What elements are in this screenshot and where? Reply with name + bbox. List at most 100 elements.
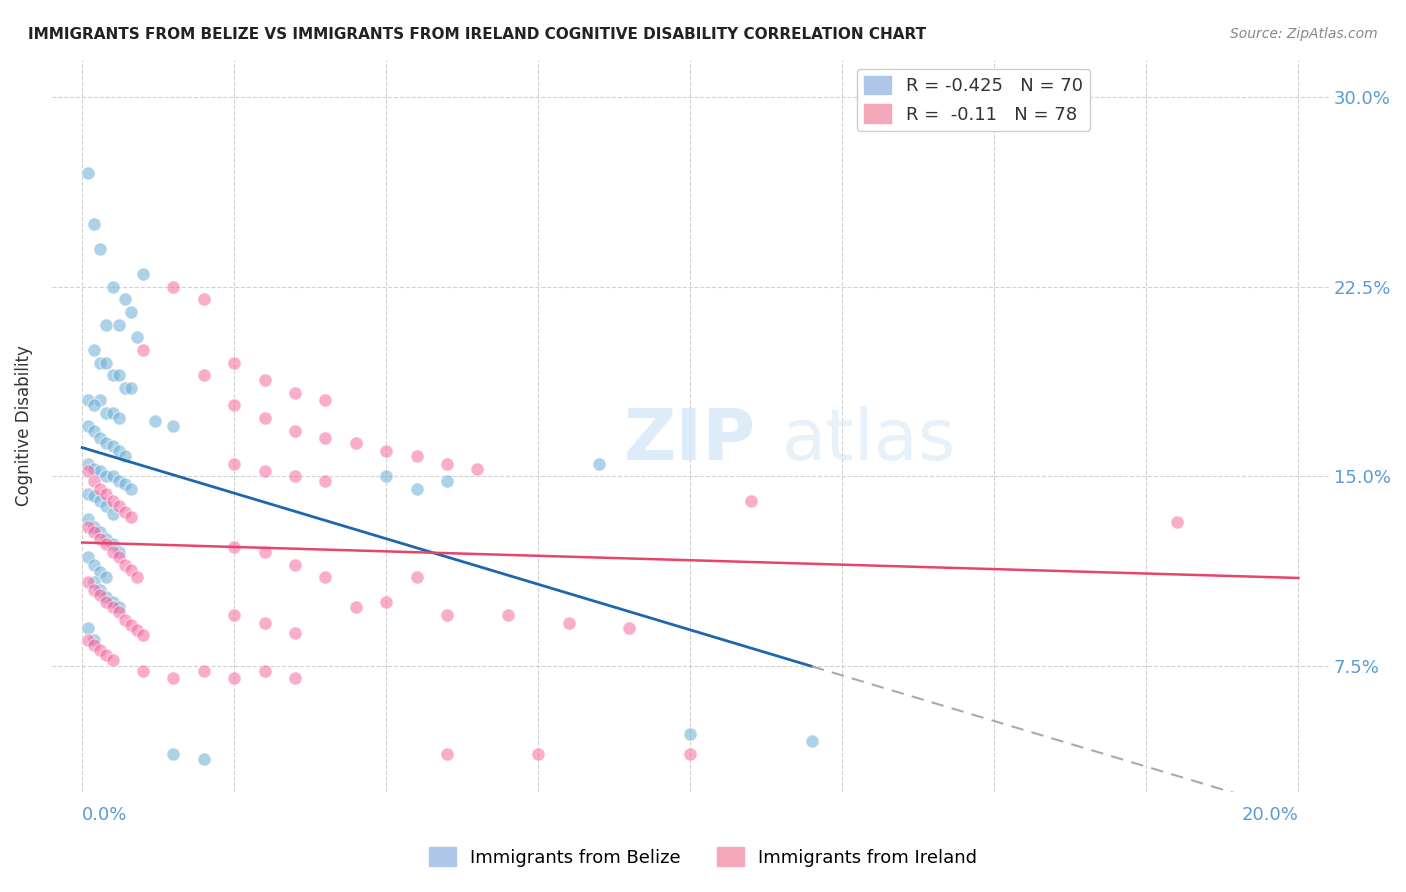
Point <box>83 343 105 357</box>
Point <box>253 664 276 678</box>
Point <box>253 464 276 478</box>
Point <box>120 305 142 319</box>
Point <box>314 474 336 488</box>
Point <box>96 436 118 450</box>
Point <box>83 558 105 572</box>
Point <box>101 595 124 609</box>
Point <box>89 588 111 602</box>
Point <box>679 727 702 741</box>
Point <box>89 643 111 657</box>
Point <box>101 439 124 453</box>
Point <box>89 494 111 508</box>
Point <box>77 512 100 526</box>
Point <box>143 414 166 428</box>
Point <box>101 469 124 483</box>
Point <box>96 537 118 551</box>
Point <box>224 457 246 471</box>
Point <box>96 487 118 501</box>
Point <box>77 166 100 180</box>
Point <box>224 540 246 554</box>
Point <box>77 575 100 590</box>
Point <box>132 343 155 357</box>
Point <box>77 464 100 478</box>
Point <box>77 519 100 533</box>
Point <box>436 474 458 488</box>
Point <box>89 533 111 547</box>
Point <box>107 411 129 425</box>
Point <box>193 664 215 678</box>
Point <box>125 330 148 344</box>
Point <box>114 504 136 518</box>
Point <box>96 469 118 483</box>
Y-axis label: Cognitive Disability: Cognitive Disability <box>15 345 32 506</box>
Point <box>344 436 367 450</box>
Point <box>101 280 124 294</box>
Point <box>120 482 142 496</box>
Point <box>162 747 184 761</box>
Point <box>89 355 111 369</box>
Point <box>101 600 124 615</box>
Point <box>107 474 129 488</box>
Point <box>375 595 398 609</box>
Point <box>284 424 307 438</box>
Point <box>83 638 105 652</box>
Point <box>1166 515 1188 529</box>
Point <box>162 418 184 433</box>
Point <box>83 519 105 533</box>
Point <box>107 444 129 458</box>
Point <box>284 469 307 483</box>
Point <box>107 500 129 514</box>
Point <box>436 457 458 471</box>
Text: 20.0%: 20.0% <box>1241 806 1298 824</box>
Point <box>89 242 111 256</box>
Point <box>96 500 118 514</box>
Point <box>253 411 276 425</box>
Point <box>132 664 155 678</box>
Point <box>193 368 215 383</box>
Point <box>679 747 702 761</box>
Point <box>496 607 519 622</box>
Point <box>96 595 118 609</box>
Point <box>89 524 111 539</box>
Legend: Immigrants from Belize, Immigrants from Ireland: Immigrants from Belize, Immigrants from … <box>422 840 984 874</box>
Point <box>107 549 129 564</box>
Point <box>375 469 398 483</box>
Point <box>107 318 129 332</box>
Point <box>89 464 111 478</box>
Point <box>405 570 427 584</box>
Point <box>162 671 184 685</box>
Point <box>314 393 336 408</box>
Point <box>132 267 155 281</box>
Point <box>96 318 118 332</box>
Point <box>120 618 142 632</box>
Point <box>800 734 823 748</box>
Point <box>114 449 136 463</box>
Point <box>89 393 111 408</box>
Text: IMMIGRANTS FROM BELIZE VS IMMIGRANTS FROM IRELAND COGNITIVE DISABILITY CORRELATI: IMMIGRANTS FROM BELIZE VS IMMIGRANTS FRO… <box>28 27 927 42</box>
Point <box>588 457 610 471</box>
Point <box>96 591 118 605</box>
Point <box>114 293 136 307</box>
Text: atlas: atlas <box>782 406 956 475</box>
Point <box>314 431 336 445</box>
Point <box>89 565 111 579</box>
Point <box>284 671 307 685</box>
Point <box>224 399 246 413</box>
Point <box>193 293 215 307</box>
Point <box>619 621 641 635</box>
Point <box>125 570 148 584</box>
Point <box>193 752 215 766</box>
Point <box>114 613 136 627</box>
Point <box>89 582 111 597</box>
Point <box>107 600 129 615</box>
Point <box>120 381 142 395</box>
Point <box>114 558 136 572</box>
Point <box>375 444 398 458</box>
Point <box>107 545 129 559</box>
Point <box>224 355 246 369</box>
Point <box>253 373 276 387</box>
Point <box>114 381 136 395</box>
Point <box>224 607 246 622</box>
Point <box>101 537 124 551</box>
Point <box>114 476 136 491</box>
